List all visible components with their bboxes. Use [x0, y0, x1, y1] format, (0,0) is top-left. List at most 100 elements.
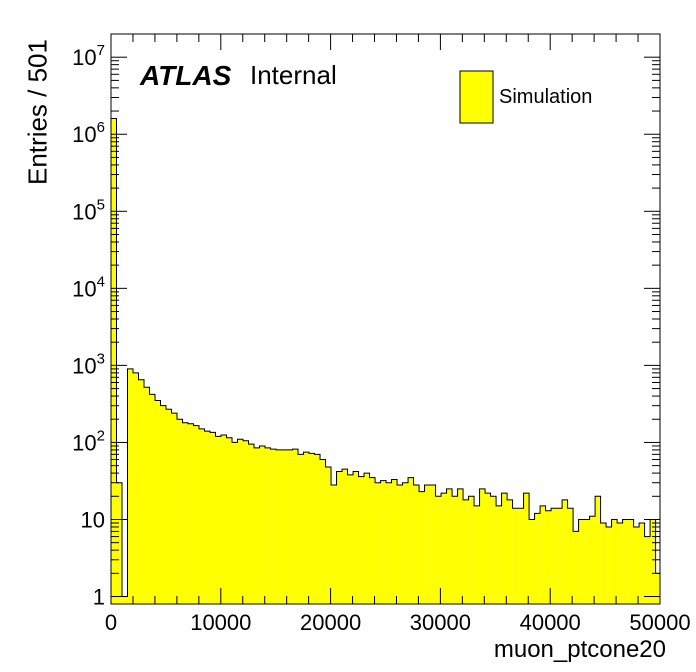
histogram-bar [408, 477, 414, 604]
histogram-bar [424, 485, 431, 604]
histogram-bar [309, 453, 315, 604]
histogram-bar [419, 491, 425, 604]
histogram-bar [292, 449, 299, 604]
histogram-bar [540, 505, 546, 604]
histogram-bar [397, 485, 403, 604]
histogram-bar [160, 405, 167, 604]
histogram-bar [298, 454, 304, 604]
histogram-bar [210, 432, 216, 604]
y-tick-label: 102 [72, 427, 105, 455]
histogram-bar [551, 508, 557, 604]
histogram-bar [215, 436, 222, 604]
histogram-bar [562, 499, 568, 604]
histogram-bar [265, 447, 271, 604]
histogram-bar [259, 445, 266, 604]
histogram-bar [463, 499, 469, 604]
histogram-bar [375, 482, 381, 604]
x-tick-label: 0 [105, 610, 117, 635]
histogram-bar [254, 447, 260, 604]
histogram-bar [655, 573, 660, 604]
histogram-bar [479, 488, 486, 604]
histogram-bar [342, 469, 348, 604]
histogram-bar [155, 400, 161, 604]
histogram-bar [188, 423, 194, 604]
x-tick-label: 30000 [410, 610, 471, 635]
histogram-bar [364, 473, 370, 604]
y-tick-label: 103 [72, 350, 105, 378]
y-tick-label: 1 [93, 585, 105, 610]
y-tick-label: 105 [72, 196, 105, 224]
histogram-bar [248, 444, 255, 604]
histogram-bar [589, 516, 596, 604]
histogram-bar [490, 496, 497, 604]
histogram-bar [474, 505, 480, 604]
histogram-bar [171, 413, 178, 604]
histogram-bar [578, 519, 585, 604]
histogram-bar [567, 508, 574, 604]
y-tick-label: 10 [81, 507, 105, 532]
histogram-bar [226, 437, 233, 604]
histogram-bar [386, 482, 392, 604]
histogram-bar [518, 508, 524, 604]
histogram-bar [639, 523, 645, 604]
histogram-bar [595, 496, 601, 604]
histogram-bar [133, 372, 139, 604]
histogram-bar [496, 505, 502, 604]
histogram-bar [435, 496, 442, 604]
histogram-bar [413, 485, 420, 604]
internal-label: Internal [250, 60, 337, 90]
legend-entry-label: Simulation [499, 86, 593, 108]
y-axis-ticks: 1 10 102 103 104 105 106 107 [72, 33, 660, 610]
histogram-bar [281, 449, 288, 604]
histogram-bar [644, 536, 651, 604]
histogram-bar [182, 422, 189, 604]
histogram-bar [545, 510, 552, 604]
histogram-bar [534, 513, 541, 604]
histogram-bar [611, 519, 618, 604]
histogram-bar [303, 452, 310, 604]
histogram-bar [485, 493, 491, 604]
histogram-bar [529, 519, 535, 604]
histogram-bar [243, 440, 249, 604]
x-axis-label: muon_ptcone20 [493, 636, 666, 663]
y-tick-label: 107 [72, 42, 105, 70]
histogram-bar [320, 459, 326, 604]
x-tick-label: 20000 [300, 610, 361, 635]
histogram-bar [276, 449, 282, 604]
legend-swatch [459, 70, 494, 124]
histogram-bar [606, 526, 612, 604]
histogram-bar [446, 488, 453, 604]
histogram-bar [204, 431, 211, 604]
histogram-bar [452, 496, 458, 604]
histogram-bar [523, 493, 530, 604]
histogram-bar [138, 379, 145, 604]
histogram-bar [622, 519, 629, 604]
histogram-bar [144, 387, 150, 604]
histogram-bar [336, 471, 343, 604]
histogram-bar [391, 479, 398, 604]
histogram-bar [347, 474, 354, 604]
histogram-bars [110, 118, 661, 604]
histogram-bar [221, 434, 227, 604]
histogram-bar [556, 508, 563, 604]
x-tick-label: 50000 [629, 610, 690, 635]
histogram-bar [193, 425, 200, 604]
histogram-bar [237, 439, 244, 604]
histogram-bar [628, 519, 634, 604]
histogram-bar [199, 428, 205, 604]
x-tick-label: 40000 [520, 610, 581, 635]
histogram-bar [325, 466, 332, 604]
histogram-bar [380, 480, 387, 604]
histogram-bar [177, 419, 183, 604]
histogram-bar [584, 519, 590, 604]
histogram-bar [149, 394, 156, 604]
histogram-bar [600, 523, 607, 604]
y-tick-label: 104 [72, 273, 105, 301]
histogram-bar [116, 482, 123, 604]
y-tick-label: 106 [72, 119, 105, 147]
histogram-bar [573, 531, 579, 604]
histogram-bar [166, 409, 172, 604]
histogram-bar [512, 508, 519, 604]
histogram-bar [369, 477, 376, 604]
